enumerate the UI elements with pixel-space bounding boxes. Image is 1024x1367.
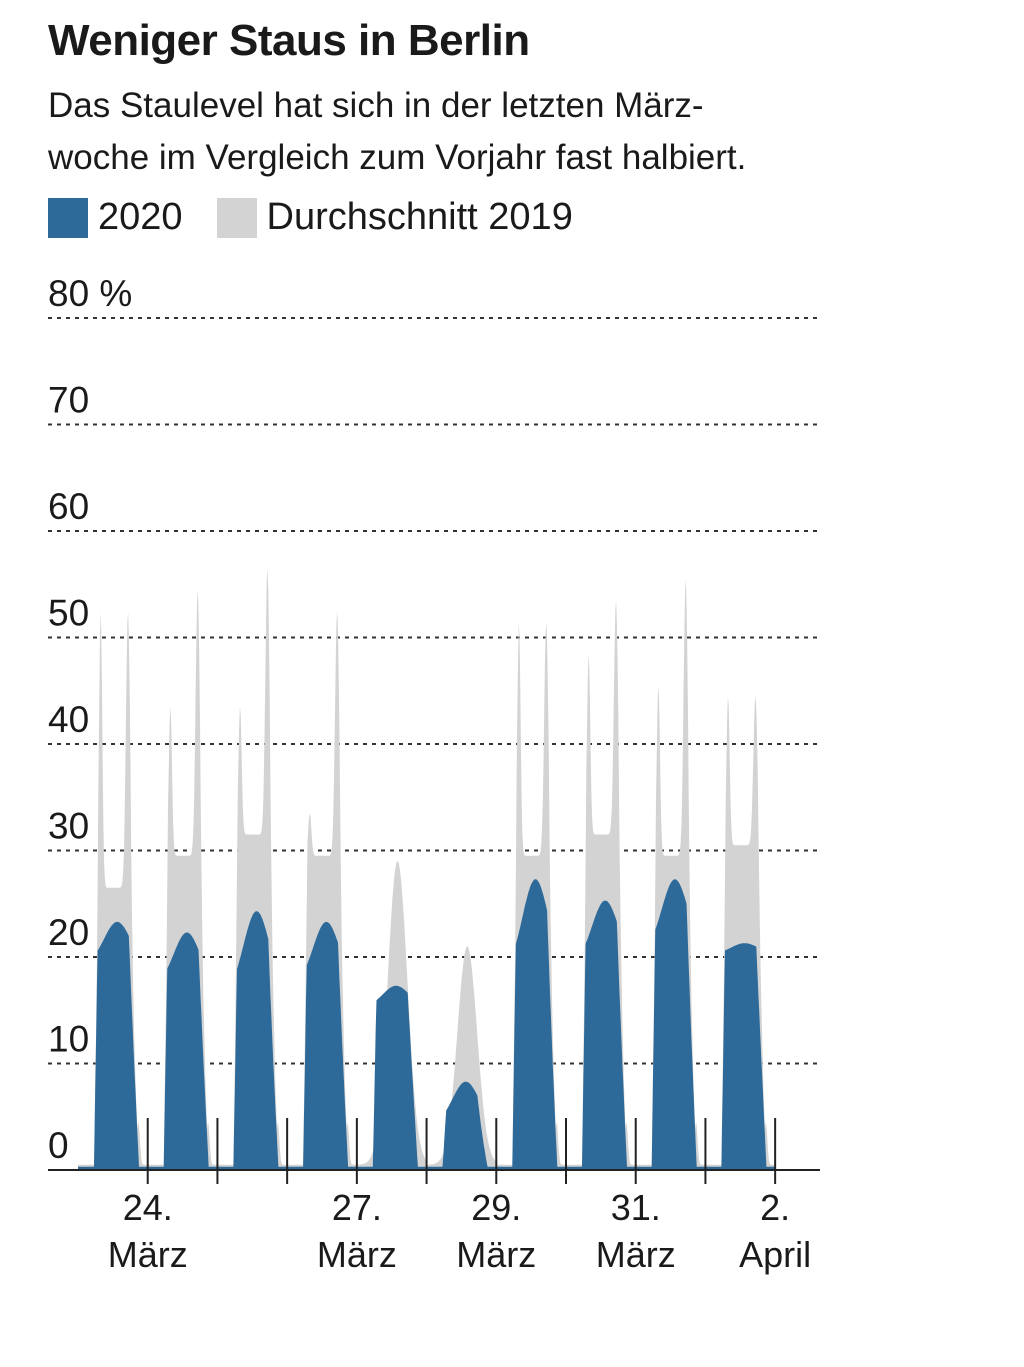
y-tick-label-0: 0 (48, 1125, 69, 1166)
x-tick-day-6: 29. (471, 1187, 521, 1228)
legend-swatch-2019 (216, 197, 257, 238)
y-tick-label-60: 60 (48, 486, 89, 527)
y-tick-label-40: 40 (48, 699, 89, 740)
chart-title: Weniger Staus in Berlin (48, 16, 530, 65)
legend-label-2019: Durchschnitt 2019 (266, 196, 573, 238)
legend-item-2020: 2020 (48, 196, 183, 239)
chart-axis (48, 1118, 820, 1184)
area-series-2020 (78, 879, 776, 1170)
chart-legend: 2020 Durchschnitt 2019 (48, 196, 607, 239)
y-tick-label-50: 50 (48, 593, 89, 634)
y-tick-label-30: 30 (48, 806, 89, 847)
chart-grid (48, 317, 820, 1065)
chart-subtitle: Das Staulevel hat sich in der letzten Mä… (48, 80, 848, 184)
x-tick-day-4: 27. (332, 1187, 382, 1228)
subtitle-line-2: woche im Vergleich zum Vorjahr fast halb… (48, 138, 747, 177)
legend-swatch-2020 (48, 197, 88, 238)
subtitle-line-1: Das Staulevel hat sich in der letzten Mä… (48, 86, 704, 125)
legend-label-2020: 2020 (98, 196, 183, 238)
x-tick-day-1: 24. (123, 1187, 173, 1228)
x-tick-month-4: März (317, 1234, 397, 1275)
legend-item-2019: Durchschnitt 2019 (216, 196, 573, 239)
y-tick-labels: 80 % 70 60 50 40 30 20 10 0 (48, 273, 132, 1166)
y-tick-label-20: 20 (48, 912, 89, 953)
x-tick-month-6: März (456, 1234, 536, 1275)
x-tick-day-8: 31. (611, 1187, 661, 1228)
y-tick-label-70: 70 (48, 380, 89, 421)
x-tick-month-10: April (739, 1234, 811, 1275)
x-tick-month-1: März (108, 1234, 188, 1275)
x-tick-labels: 24. März 27. März 29. März 31. März 2. April (108, 1187, 811, 1275)
x-tick-day-10: 2. (760, 1187, 790, 1228)
y-tick-label-10: 10 (48, 1019, 89, 1060)
chart-areas (78, 569, 776, 1170)
y-tick-label-80: 80 % (48, 273, 132, 314)
x-tick-month-8: März (596, 1234, 676, 1275)
